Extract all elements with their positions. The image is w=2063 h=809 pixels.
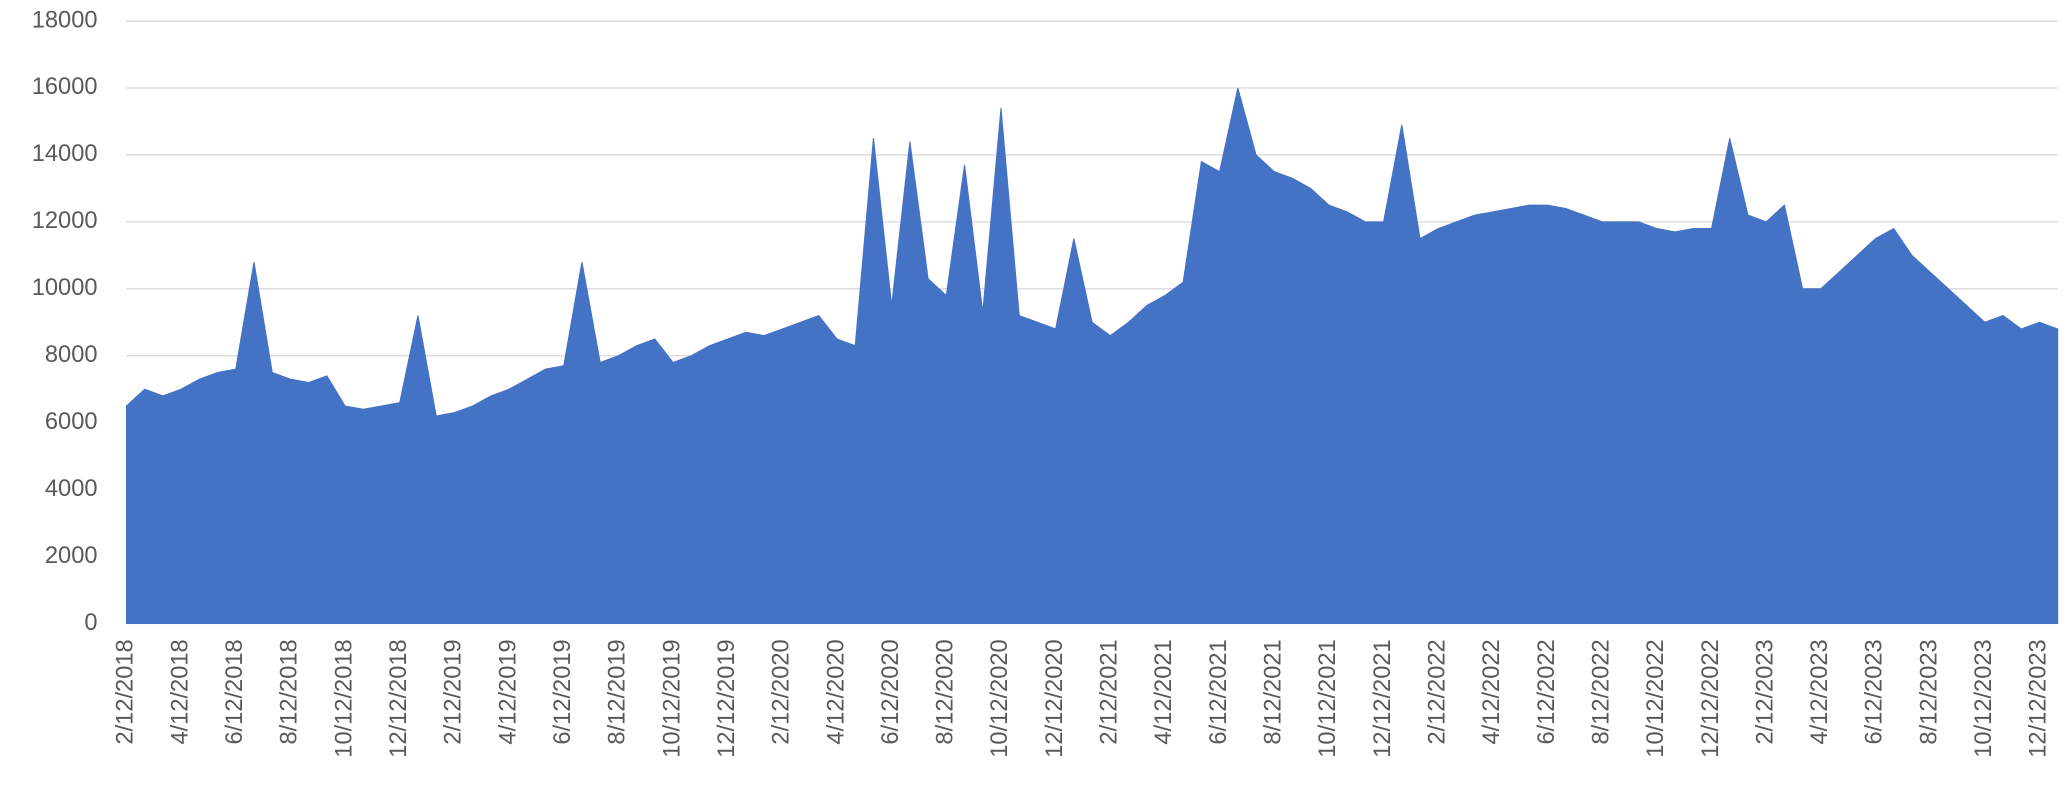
x-tick-label: 2/12/2021 <box>1097 639 1123 744</box>
y-tick-label: 6000 <box>45 409 98 435</box>
x-tick-label: 2/12/2019 <box>441 639 467 744</box>
x-tick-label: 8/12/2023 <box>1916 639 1942 744</box>
y-tick-label: 8000 <box>45 342 98 368</box>
x-tick-label: 4/12/2023 <box>1807 639 1833 744</box>
x-tick-label: 8/12/2018 <box>277 639 303 744</box>
x-tick-label: 8/12/2020 <box>933 639 959 744</box>
y-tick-label: 14000 <box>32 141 98 167</box>
x-tick-label: 8/12/2021 <box>1261 639 1287 744</box>
x-tick-label: 10/12/2018 <box>331 639 357 757</box>
x-tick-label: 4/12/2022 <box>1479 639 1505 744</box>
y-tick-label: 10000 <box>32 275 98 301</box>
x-tick-label: 4/12/2018 <box>167 639 193 744</box>
y-tick-label: 2000 <box>45 543 98 569</box>
x-tick-label: 12/12/2018 <box>386 639 412 757</box>
x-tick-label: 10/12/2021 <box>1315 639 1341 757</box>
x-tick-label: 4/12/2020 <box>823 639 849 744</box>
x-tick-label: 6/12/2019 <box>550 639 576 744</box>
x-tick-label: 12/12/2019 <box>714 639 740 757</box>
x-tick-label: 4/12/2021 <box>1151 639 1177 744</box>
x-tick-label: 10/12/2023 <box>1971 639 1997 757</box>
y-tick-label: 0 <box>84 610 97 636</box>
x-tick-label: 8/12/2019 <box>605 639 631 744</box>
x-tick-label: 6/12/2018 <box>222 639 248 744</box>
x-tick-label: 12/12/2022 <box>1698 639 1724 757</box>
y-tick-label: 4000 <box>45 476 98 502</box>
x-tick-label: 2/12/2023 <box>1752 639 1778 744</box>
x-tick-label: 4/12/2019 <box>495 639 521 744</box>
x-tick-label: 12/12/2021 <box>1370 639 1396 757</box>
area <box>125 87 2059 625</box>
x-tick-label: 10/12/2022 <box>1643 639 1669 757</box>
y-tick-label: 16000 <box>32 74 98 100</box>
x-tick-label: 12/12/2023 <box>2026 639 2052 757</box>
x-tick-label: 6/12/2020 <box>878 639 904 744</box>
x-tick-label: 10/12/2019 <box>659 639 685 757</box>
x-tick-label: 8/12/2022 <box>1588 639 1614 744</box>
x-tick-label: 6/12/2022 <box>1534 639 1560 744</box>
x-tick-label: 2/12/2020 <box>769 639 795 744</box>
x-tick-label: 2/12/2018 <box>113 639 139 744</box>
y-tick-label: 12000 <box>32 208 98 234</box>
x-tick-label: 6/12/2023 <box>1862 639 1888 744</box>
x-tick-label: 2/12/2022 <box>1424 639 1450 744</box>
y-tick-label: 18000 <box>32 7 98 33</box>
x-tick-label: 12/12/2020 <box>1042 639 1068 757</box>
x-tick-label: 10/12/2020 <box>987 639 1013 757</box>
x-tick-label: 6/12/2021 <box>1206 639 1232 744</box>
